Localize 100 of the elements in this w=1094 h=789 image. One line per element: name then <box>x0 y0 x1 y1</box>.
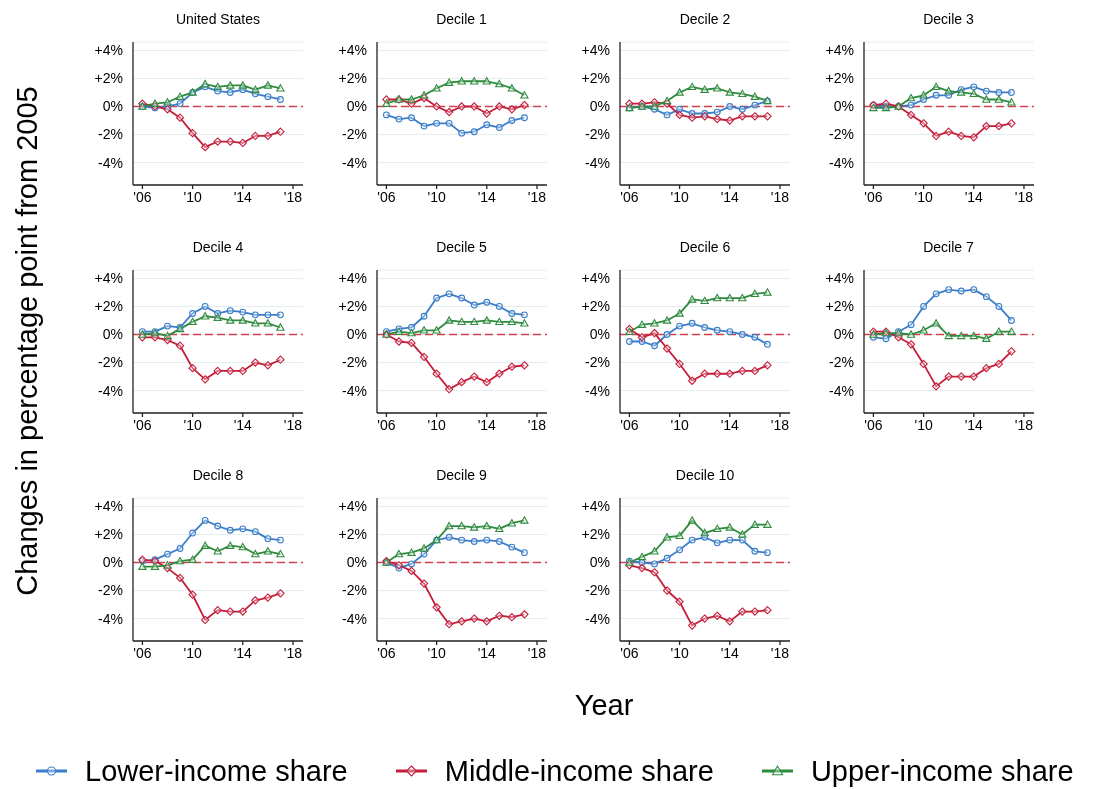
y-tick-label: -2% <box>341 126 367 143</box>
point <box>213 313 222 321</box>
point <box>725 617 734 626</box>
y-tick-label: 0% <box>102 554 123 571</box>
point <box>675 359 684 369</box>
point <box>1007 317 1015 324</box>
y-tick-label: +4% <box>581 498 610 515</box>
point <box>251 311 259 319</box>
point <box>763 361 772 370</box>
y-tick-label: -4% <box>585 154 610 171</box>
point <box>637 552 647 561</box>
point <box>738 105 746 113</box>
point <box>751 101 759 109</box>
y-tick-label: -4% <box>828 154 854 171</box>
point <box>713 326 721 334</box>
point <box>482 617 491 626</box>
point <box>918 326 928 334</box>
point <box>457 617 466 626</box>
point <box>263 593 273 602</box>
point <box>738 89 747 98</box>
point <box>213 82 222 91</box>
y-tick-label: -2% <box>98 126 123 143</box>
x-tick-label: '10 <box>913 188 933 205</box>
point <box>213 547 222 555</box>
point <box>1006 327 1016 335</box>
point <box>264 93 272 101</box>
point <box>969 372 978 381</box>
point <box>445 533 453 541</box>
x-axis-title: Year <box>574 688 634 722</box>
chart-title: Decile 6 <box>678 238 732 256</box>
point <box>407 324 415 331</box>
point <box>188 317 197 326</box>
point <box>713 524 722 533</box>
point <box>637 563 647 573</box>
point <box>663 554 671 562</box>
point <box>713 611 722 620</box>
x-tick-label: '10 <box>426 416 446 433</box>
point <box>164 550 171 558</box>
chart-title: United States <box>174 10 262 28</box>
y-tick-label: 0% <box>102 98 123 115</box>
point <box>419 91 428 99</box>
point <box>1006 98 1016 106</box>
y-tick-label: +2% <box>581 70 610 87</box>
point <box>251 131 260 141</box>
point <box>200 375 210 384</box>
point <box>675 309 684 317</box>
point <box>994 359 1003 369</box>
point <box>507 310 515 317</box>
point <box>431 369 441 378</box>
point <box>507 317 516 326</box>
y-tick-label: +2% <box>94 526 123 543</box>
y-tick-label: -4% <box>98 610 123 627</box>
y-axis-title: Changes in percentage point from 2005 <box>10 86 44 596</box>
point <box>164 322 171 330</box>
point <box>470 128 478 136</box>
point <box>188 128 197 138</box>
y-tick-label: 0% <box>346 98 367 115</box>
point <box>981 121 990 131</box>
point <box>469 614 478 623</box>
point <box>445 290 453 298</box>
point <box>882 335 889 343</box>
point <box>906 93 915 102</box>
y-tick-label: +4% <box>338 42 367 59</box>
point <box>650 328 659 338</box>
point <box>213 366 222 376</box>
point <box>432 294 440 302</box>
point <box>457 317 466 326</box>
point <box>969 83 977 91</box>
point <box>994 121 1003 131</box>
point <box>918 359 928 369</box>
x-tick-label: '10 <box>913 416 933 433</box>
point <box>200 541 210 549</box>
point <box>263 361 273 370</box>
point <box>226 307 234 315</box>
point <box>444 78 453 86</box>
x-tick-label: '06 <box>863 416 883 433</box>
point <box>214 522 222 530</box>
point <box>200 79 210 88</box>
point <box>907 101 914 109</box>
point <box>226 526 234 534</box>
point <box>944 86 953 95</box>
point <box>688 319 696 327</box>
point <box>519 91 529 99</box>
point <box>700 85 709 93</box>
point <box>700 369 709 378</box>
point <box>906 330 915 338</box>
y-tick-label: -2% <box>341 354 367 371</box>
point <box>957 287 965 295</box>
y-tick-label: 0% <box>102 326 123 343</box>
y-tick-label: -2% <box>585 582 610 599</box>
point <box>738 331 746 338</box>
point <box>444 107 453 117</box>
point <box>713 108 721 116</box>
point <box>675 110 684 120</box>
point <box>239 525 247 533</box>
y-tick-label: +2% <box>338 70 367 87</box>
point <box>494 317 503 326</box>
y-tick-label: 0% <box>833 98 854 115</box>
y-tick-label: +4% <box>94 498 123 515</box>
point <box>276 589 285 598</box>
